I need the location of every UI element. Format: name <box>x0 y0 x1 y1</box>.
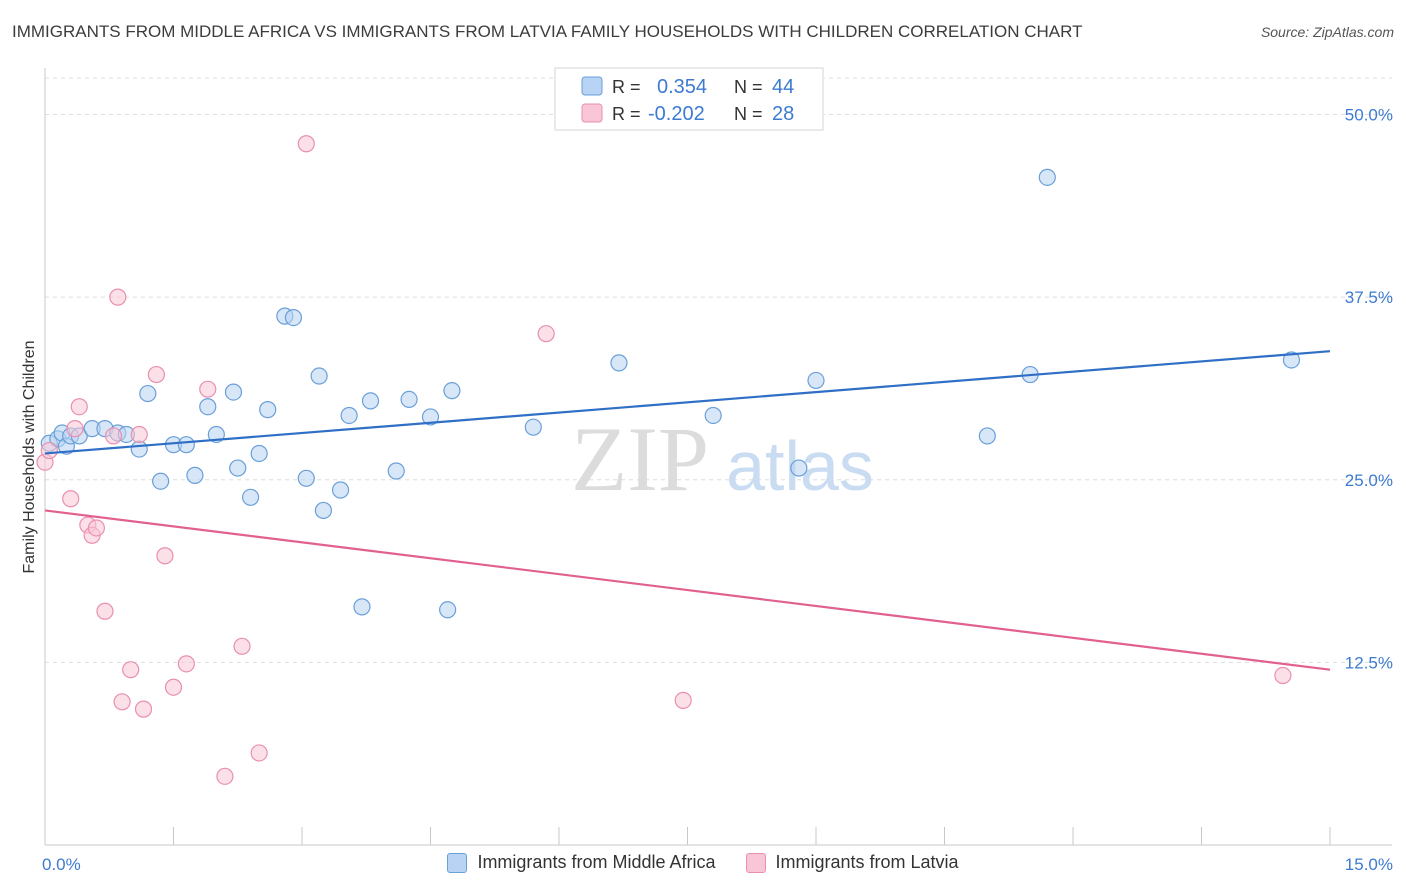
legend-r-label: R = <box>612 77 641 97</box>
y-tick-label: 50.0% <box>1345 106 1393 125</box>
grid-lines <box>45 77 1392 663</box>
point-latvia <box>233 637 251 655</box>
legend-swatch-latvia <box>745 852 766 873</box>
trend-line-middle-africa <box>44 350 1331 455</box>
axes <box>44 68 1392 846</box>
point-middle-africa <box>224 383 243 401</box>
x-tick-labels: 0.0% 15.0% <box>42 855 1393 874</box>
series-middle-africa-points <box>40 168 1301 619</box>
point-latvia <box>104 427 123 445</box>
point-middle-africa <box>807 371 825 390</box>
x-tick-label: 0.0% <box>42 855 81 874</box>
point-latvia <box>177 655 195 673</box>
point-middle-africa <box>400 390 418 409</box>
point-latvia <box>62 490 80 508</box>
point-latvia <box>297 135 315 153</box>
point-latvia <box>199 380 217 398</box>
point-latvia <box>674 691 692 709</box>
point-latvia <box>537 325 555 343</box>
trend-line-latvia <box>44 509 1331 671</box>
y-tick-label: 37.5% <box>1345 288 1393 307</box>
chart-title: IMMIGRANTS FROM MIDDLE AFRICA VS IMMIGRA… <box>12 22 1083 41</box>
point-middle-africa <box>139 384 157 403</box>
point-latvia <box>87 519 106 537</box>
watermark-zip: ZIP <box>571 408 709 510</box>
point-middle-africa <box>353 598 371 616</box>
point-middle-africa <box>524 418 542 436</box>
point-latvia <box>113 693 131 711</box>
y-tick-labels: 12.5% 25.0% 37.5% 50.0% <box>1345 106 1393 673</box>
point-middle-africa <box>1038 168 1056 186</box>
point-middle-africa <box>340 406 358 425</box>
legend-swatch-middle-africa <box>447 852 468 873</box>
point-middle-africa <box>177 436 195 454</box>
point-latvia <box>1274 666 1292 685</box>
point-latvia <box>250 744 268 762</box>
legend-n-label: N = <box>734 77 763 97</box>
point-middle-africa <box>310 367 328 385</box>
point-latvia <box>130 425 148 444</box>
watermark: ZIP atlas <box>571 408 874 510</box>
point-middle-africa <box>250 444 268 463</box>
point-middle-africa <box>978 427 996 445</box>
point-latvia <box>216 767 234 785</box>
series-latvia-points <box>36 135 1292 785</box>
legend-r-label: R = <box>612 104 641 124</box>
point-middle-africa <box>229 459 247 477</box>
point-middle-africa <box>152 472 170 490</box>
legend-r-value: 0.354 <box>657 76 707 98</box>
x-tick-label: 15.0% <box>1345 855 1393 874</box>
y-tick-label: 12.5% <box>1345 653 1393 672</box>
point-middle-africa <box>259 401 277 419</box>
point-middle-africa <box>443 382 461 400</box>
point-middle-africa <box>314 501 333 520</box>
legend-swatch-blue <box>581 76 603 96</box>
point-latvia <box>109 288 127 306</box>
point-latvia <box>66 420 84 438</box>
point-middle-africa <box>284 308 303 327</box>
bottom-legend: Immigrants from Middle Africa Immigrants… <box>0 852 1406 873</box>
point-middle-africa <box>421 408 440 426</box>
legend-label-middle-africa: Immigrants from Middle Africa <box>477 852 716 872</box>
point-middle-africa <box>790 459 808 477</box>
legend-label-latvia: Immigrants from Latvia <box>775 852 959 872</box>
point-latvia <box>122 661 140 679</box>
legend-item-latvia: Immigrants from Latvia <box>745 852 959 873</box>
point-middle-africa <box>610 354 628 372</box>
point-middle-africa <box>186 466 204 484</box>
legend-n-label: N = <box>734 104 763 124</box>
trend-lines <box>44 350 1331 671</box>
y-tick-label: 25.0% <box>1345 471 1393 490</box>
legend-swatch-pink <box>581 103 603 123</box>
source-label: Source: ZipAtlas.com <box>1260 24 1394 40</box>
point-middle-africa <box>199 398 217 416</box>
point-latvia <box>70 398 88 416</box>
legend-n-value: 28 <box>772 103 794 125</box>
point-middle-africa <box>361 392 380 410</box>
legend-n-value: 44 <box>772 76 794 98</box>
point-latvia <box>156 547 174 565</box>
point-latvia <box>134 700 153 718</box>
point-middle-africa <box>439 601 457 619</box>
point-middle-africa <box>387 462 405 480</box>
point-middle-africa <box>242 488 260 506</box>
point-middle-africa <box>331 481 350 499</box>
legend-r-value: -0.202 <box>648 103 705 125</box>
y-axis-label: Family Households with Children <box>21 341 38 574</box>
point-latvia <box>147 365 165 384</box>
point-middle-africa <box>704 406 722 425</box>
point-latvia <box>40 441 58 460</box>
legend: R = 0.354 N = 44 R = -0.202 N = 28 <box>554 67 824 131</box>
point-middle-africa <box>130 440 148 458</box>
point-latvia <box>164 678 183 696</box>
point-middle-africa <box>297 469 315 487</box>
point-latvia <box>96 602 114 620</box>
point-middle-africa <box>1282 351 1301 369</box>
legend-item-middle-africa: Immigrants from Middle Africa <box>447 852 716 873</box>
